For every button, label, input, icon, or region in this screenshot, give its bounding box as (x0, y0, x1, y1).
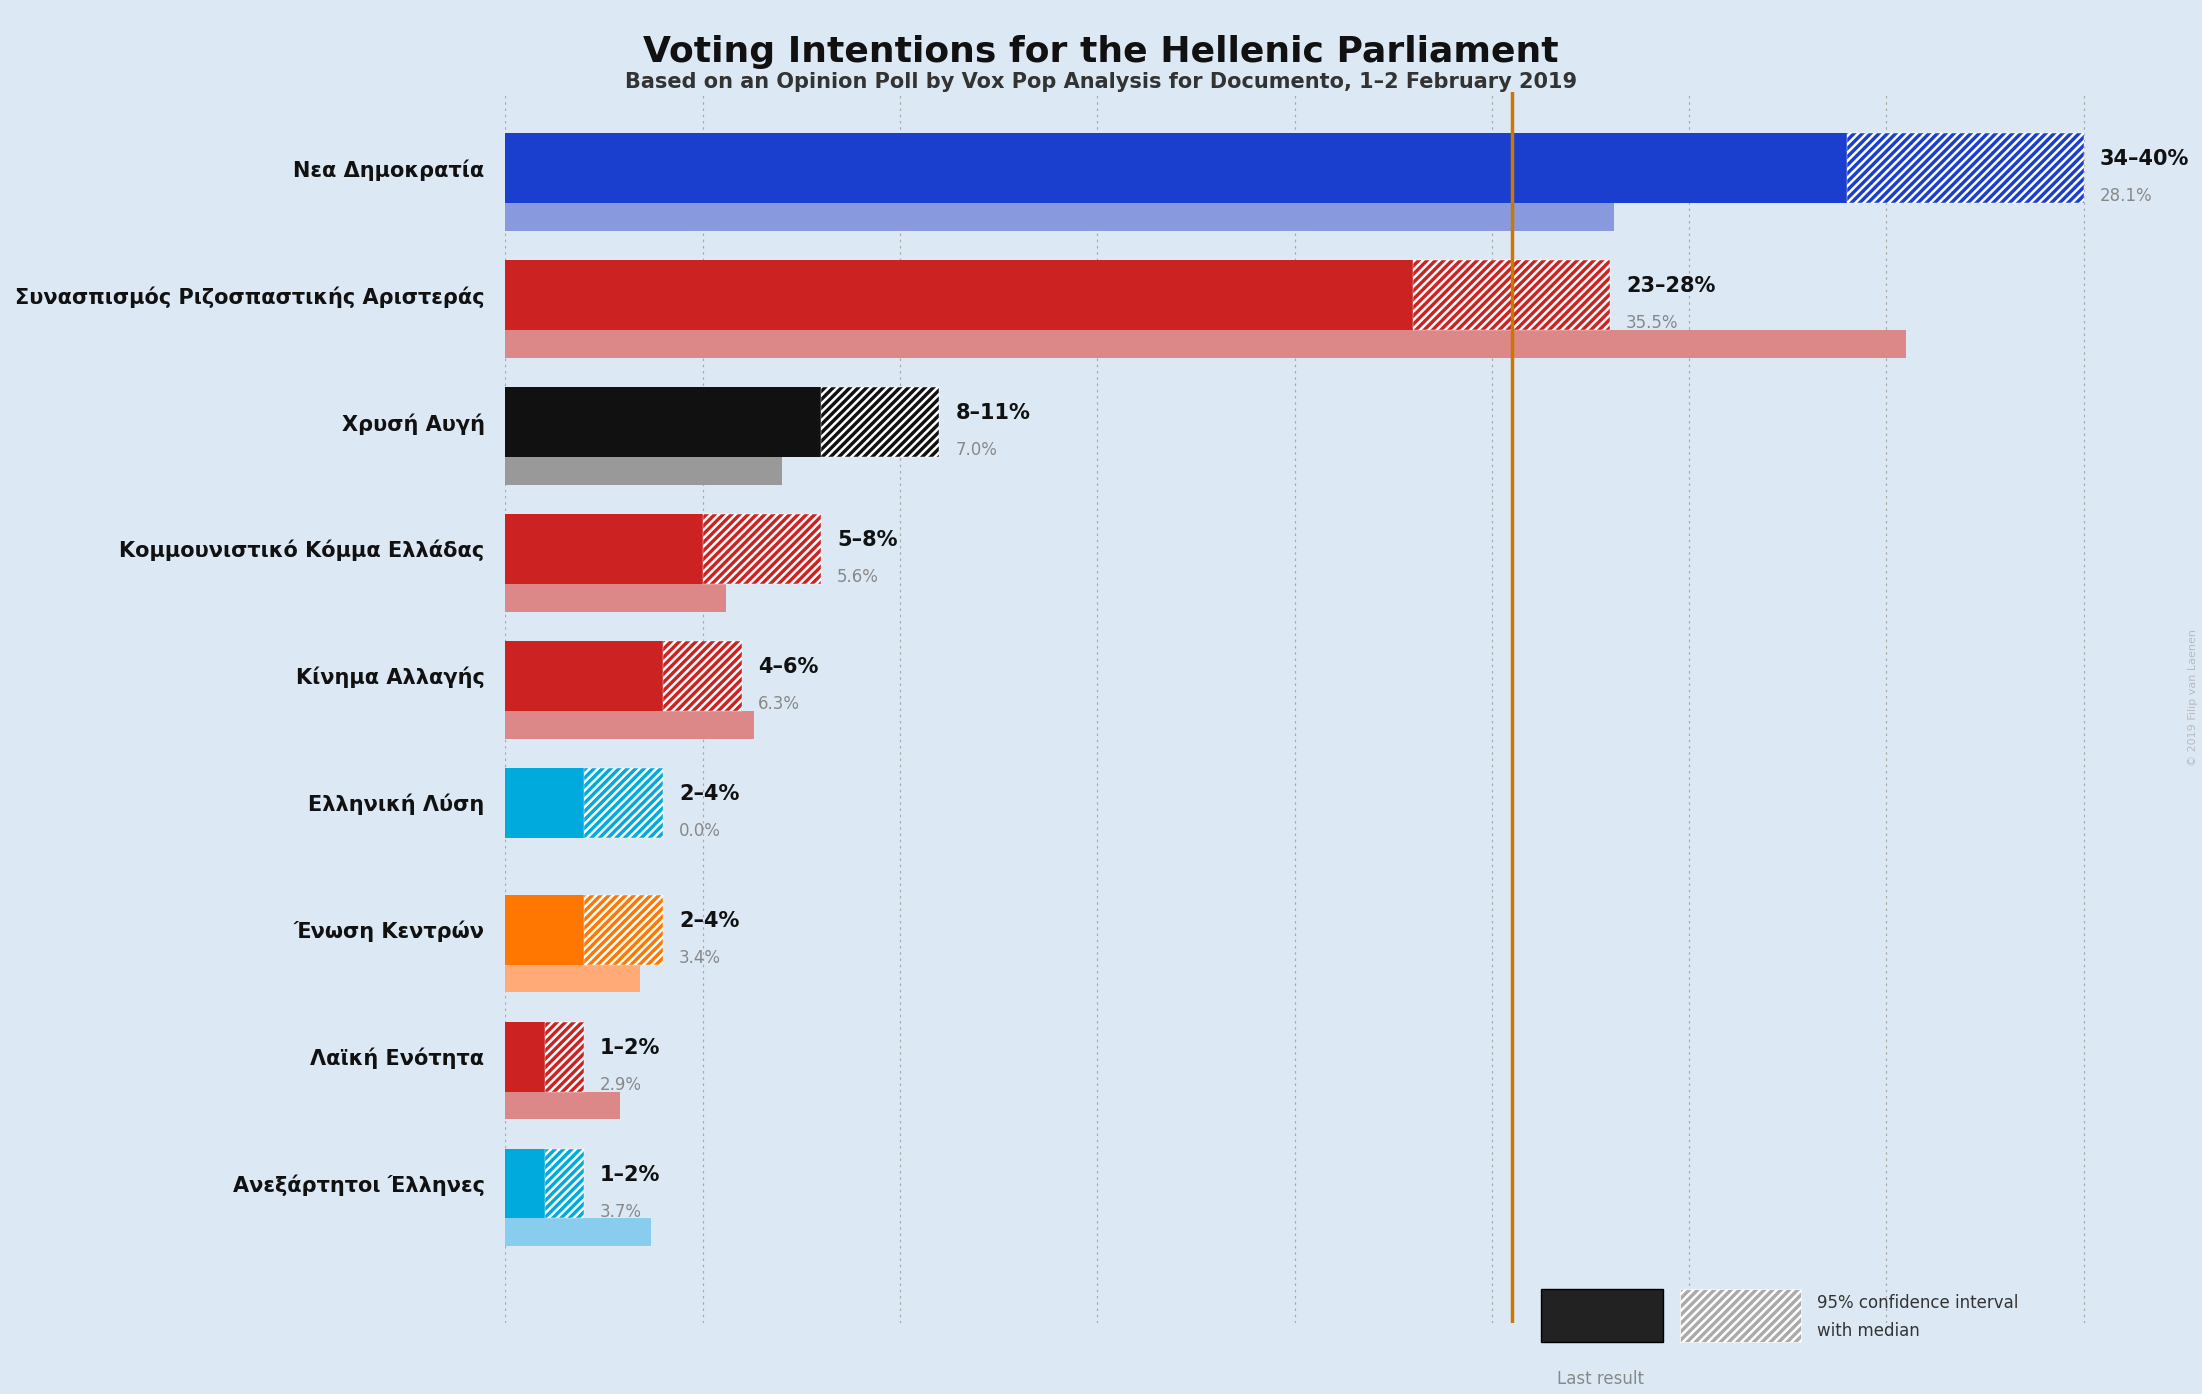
Text: 6.3%: 6.3% (757, 694, 799, 712)
Text: 0.0%: 0.0% (678, 821, 720, 839)
Text: Based on an Opinion Poll by Vox Pop Analysis for Documento, 1–2 February 2019: Based on an Opinion Poll by Vox Pop Anal… (625, 72, 1577, 92)
Text: 34–40%: 34–40% (2099, 149, 2189, 169)
Bar (506, 202, 1614, 230)
Bar (506, 1022, 544, 1092)
Bar (506, 1092, 621, 1119)
Bar (506, 132, 1847, 202)
Text: 35.5%: 35.5% (1625, 314, 1678, 332)
Text: 95% confidence interval: 95% confidence interval (1817, 1295, 2017, 1312)
Text: with median: with median (1817, 1323, 1920, 1340)
Bar (1847, 132, 2083, 202)
Bar (506, 641, 663, 711)
Bar (544, 1022, 584, 1092)
Bar (506, 259, 1414, 330)
Bar (506, 457, 782, 485)
Text: 5.6%: 5.6% (837, 567, 879, 585)
Text: 1–2%: 1–2% (601, 1037, 661, 1058)
Text: 3.7%: 3.7% (601, 1203, 643, 1221)
Text: 5–8%: 5–8% (837, 530, 898, 549)
Text: 2.9%: 2.9% (601, 1076, 643, 1093)
Text: 4–6%: 4–6% (757, 657, 819, 677)
Text: Voting Intentions for the Hellenic Parliament: Voting Intentions for the Hellenic Parli… (643, 35, 1559, 68)
Text: Last result: Last result (1557, 1370, 1645, 1388)
Bar (506, 711, 753, 739)
Bar (663, 641, 742, 711)
Text: 1–2%: 1–2% (601, 1165, 661, 1185)
Text: © 2019 Filip van Laenen: © 2019 Filip van Laenen (2187, 629, 2198, 765)
Text: 28.1%: 28.1% (2099, 187, 2151, 205)
Bar (506, 584, 727, 612)
Bar (506, 330, 1907, 358)
Text: 8–11%: 8–11% (956, 403, 1031, 422)
Bar (506, 514, 702, 584)
Bar (506, 1149, 544, 1218)
Text: 2–4%: 2–4% (678, 910, 740, 931)
Bar (821, 388, 940, 457)
Text: 7.0%: 7.0% (956, 441, 998, 459)
Bar (584, 768, 663, 838)
Bar (506, 768, 584, 838)
Text: 2–4%: 2–4% (678, 783, 740, 804)
Bar (702, 514, 821, 584)
Text: 3.4%: 3.4% (678, 948, 720, 966)
Bar (506, 1218, 652, 1246)
Bar (506, 965, 639, 993)
Bar (584, 895, 663, 965)
Bar (506, 388, 821, 457)
Text: 23–28%: 23–28% (1625, 276, 1715, 296)
Bar (506, 895, 584, 965)
Bar (1414, 259, 1610, 330)
Bar (544, 1149, 584, 1218)
